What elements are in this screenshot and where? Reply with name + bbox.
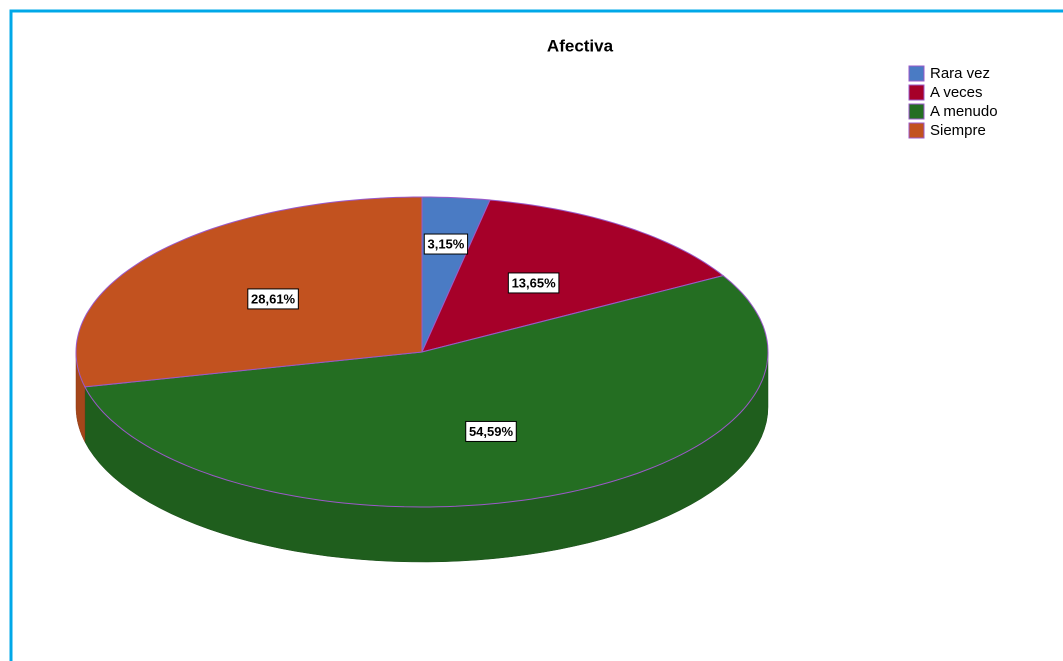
legend-swatch	[908, 65, 925, 82]
legend-label: Siempre	[930, 122, 986, 139]
slice	[421, 199, 725, 353]
value-label-box	[247, 288, 299, 310]
value-labels: 3,15% 13,65% 54,59% 28,61%	[247, 233, 560, 442]
legend-swatch	[908, 103, 925, 120]
legend-label: A veces	[930, 84, 983, 101]
value-label: 54,59%	[469, 424, 514, 439]
pie-tops	[75, 196, 769, 508]
value-label-box	[507, 272, 560, 294]
legend-swatch	[908, 122, 925, 139]
value-label: 3,15%	[427, 236, 464, 251]
value-label: 13,65%	[512, 275, 557, 290]
legend-label: Rara vez	[930, 65, 990, 82]
legend-label: A menudo	[930, 103, 998, 120]
chart-title: Afectiva	[547, 36, 614, 55]
value-label: 28,61%	[251, 291, 296, 306]
value-label-box	[423, 233, 469, 255]
value-label-box	[465, 420, 517, 442]
slice	[84, 275, 769, 508]
legend-swatch	[908, 84, 925, 101]
legend: Rara vez A veces A menudo Siempre	[908, 65, 998, 139]
